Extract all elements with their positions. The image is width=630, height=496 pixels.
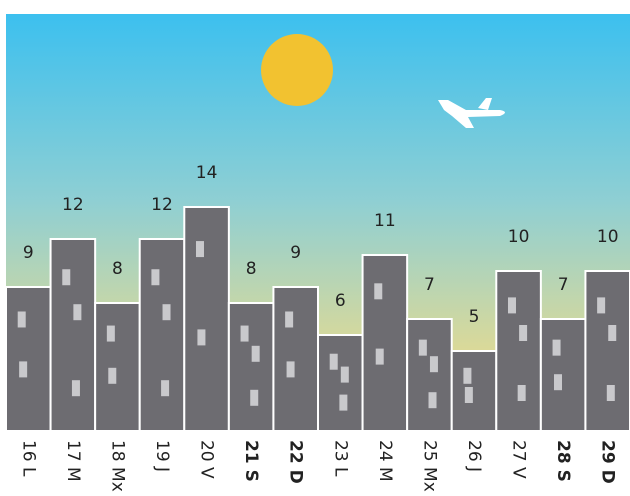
window (428, 392, 437, 409)
building (94, 302, 141, 432)
building (406, 318, 453, 432)
value-label: 7 (558, 275, 569, 295)
x-tick-label: 24 M (375, 440, 395, 482)
window (418, 339, 427, 356)
building (361, 254, 409, 432)
window (73, 304, 82, 321)
window (195, 241, 204, 258)
ground-line (6, 430, 630, 432)
x-tick-label: 29 D (598, 440, 618, 484)
x-tick-label: 27 V (509, 440, 529, 479)
x-tick-label: 22 D (286, 440, 306, 484)
window (606, 385, 615, 401)
window (374, 283, 383, 300)
building (539, 318, 587, 432)
x-tick-label: 20 V (197, 440, 217, 479)
x-tick-label: 17 M (63, 440, 83, 482)
value-label: 9 (23, 243, 34, 263)
window (463, 367, 472, 384)
window (329, 353, 338, 370)
window (340, 366, 349, 383)
value-label: 11 (374, 211, 396, 231)
building (584, 270, 630, 432)
building (317, 334, 364, 432)
window (151, 269, 160, 286)
value-label: 6 (335, 291, 346, 311)
x-tick-label: 18 Mx (107, 440, 127, 492)
building (183, 206, 230, 432)
window (17, 311, 26, 328)
window (250, 389, 259, 406)
building (450, 350, 498, 432)
x-tick-label: 23 L (330, 440, 350, 477)
value-label: 14 (196, 163, 218, 183)
window (161, 380, 170, 397)
window (519, 325, 528, 341)
x-tick-label: 21 S (241, 440, 261, 482)
building (138, 238, 186, 432)
x-tick-label: 16 L (18, 440, 38, 477)
window (597, 297, 606, 314)
window (464, 387, 473, 403)
window (286, 361, 295, 378)
x-tick-label: 19 J (152, 440, 172, 472)
x-tick-label: 28 S (553, 440, 573, 482)
x-tick-label: 25 Mx (419, 440, 439, 492)
value-label: 8 (246, 259, 257, 279)
window (62, 269, 71, 286)
plane (438, 98, 505, 128)
window (339, 394, 348, 411)
window (108, 367, 117, 384)
value-label: 10 (508, 227, 530, 247)
building (495, 270, 542, 432)
value-label: 9 (290, 243, 301, 263)
window (507, 297, 516, 314)
value-label: 10 (597, 227, 619, 247)
window (608, 325, 617, 341)
value-label: 7 (424, 275, 435, 295)
building (5, 286, 52, 432)
window (517, 385, 526, 401)
building (227, 302, 275, 432)
value-label: 8 (112, 259, 123, 279)
building (49, 238, 97, 432)
window (554, 374, 562, 391)
window (162, 304, 171, 321)
building (272, 286, 319, 432)
window (197, 329, 206, 346)
window (240, 325, 249, 342)
value-label: 12 (151, 195, 173, 215)
window (71, 380, 80, 397)
window (285, 311, 294, 328)
window (106, 325, 115, 342)
x-tick-label: 26 J (464, 440, 484, 472)
window (19, 361, 28, 378)
window (429, 356, 438, 373)
value-label: 12 (62, 195, 84, 215)
sun (261, 34, 333, 106)
window (552, 339, 561, 356)
window (375, 348, 384, 365)
value-label: 5 (469, 307, 480, 327)
window (251, 345, 260, 362)
